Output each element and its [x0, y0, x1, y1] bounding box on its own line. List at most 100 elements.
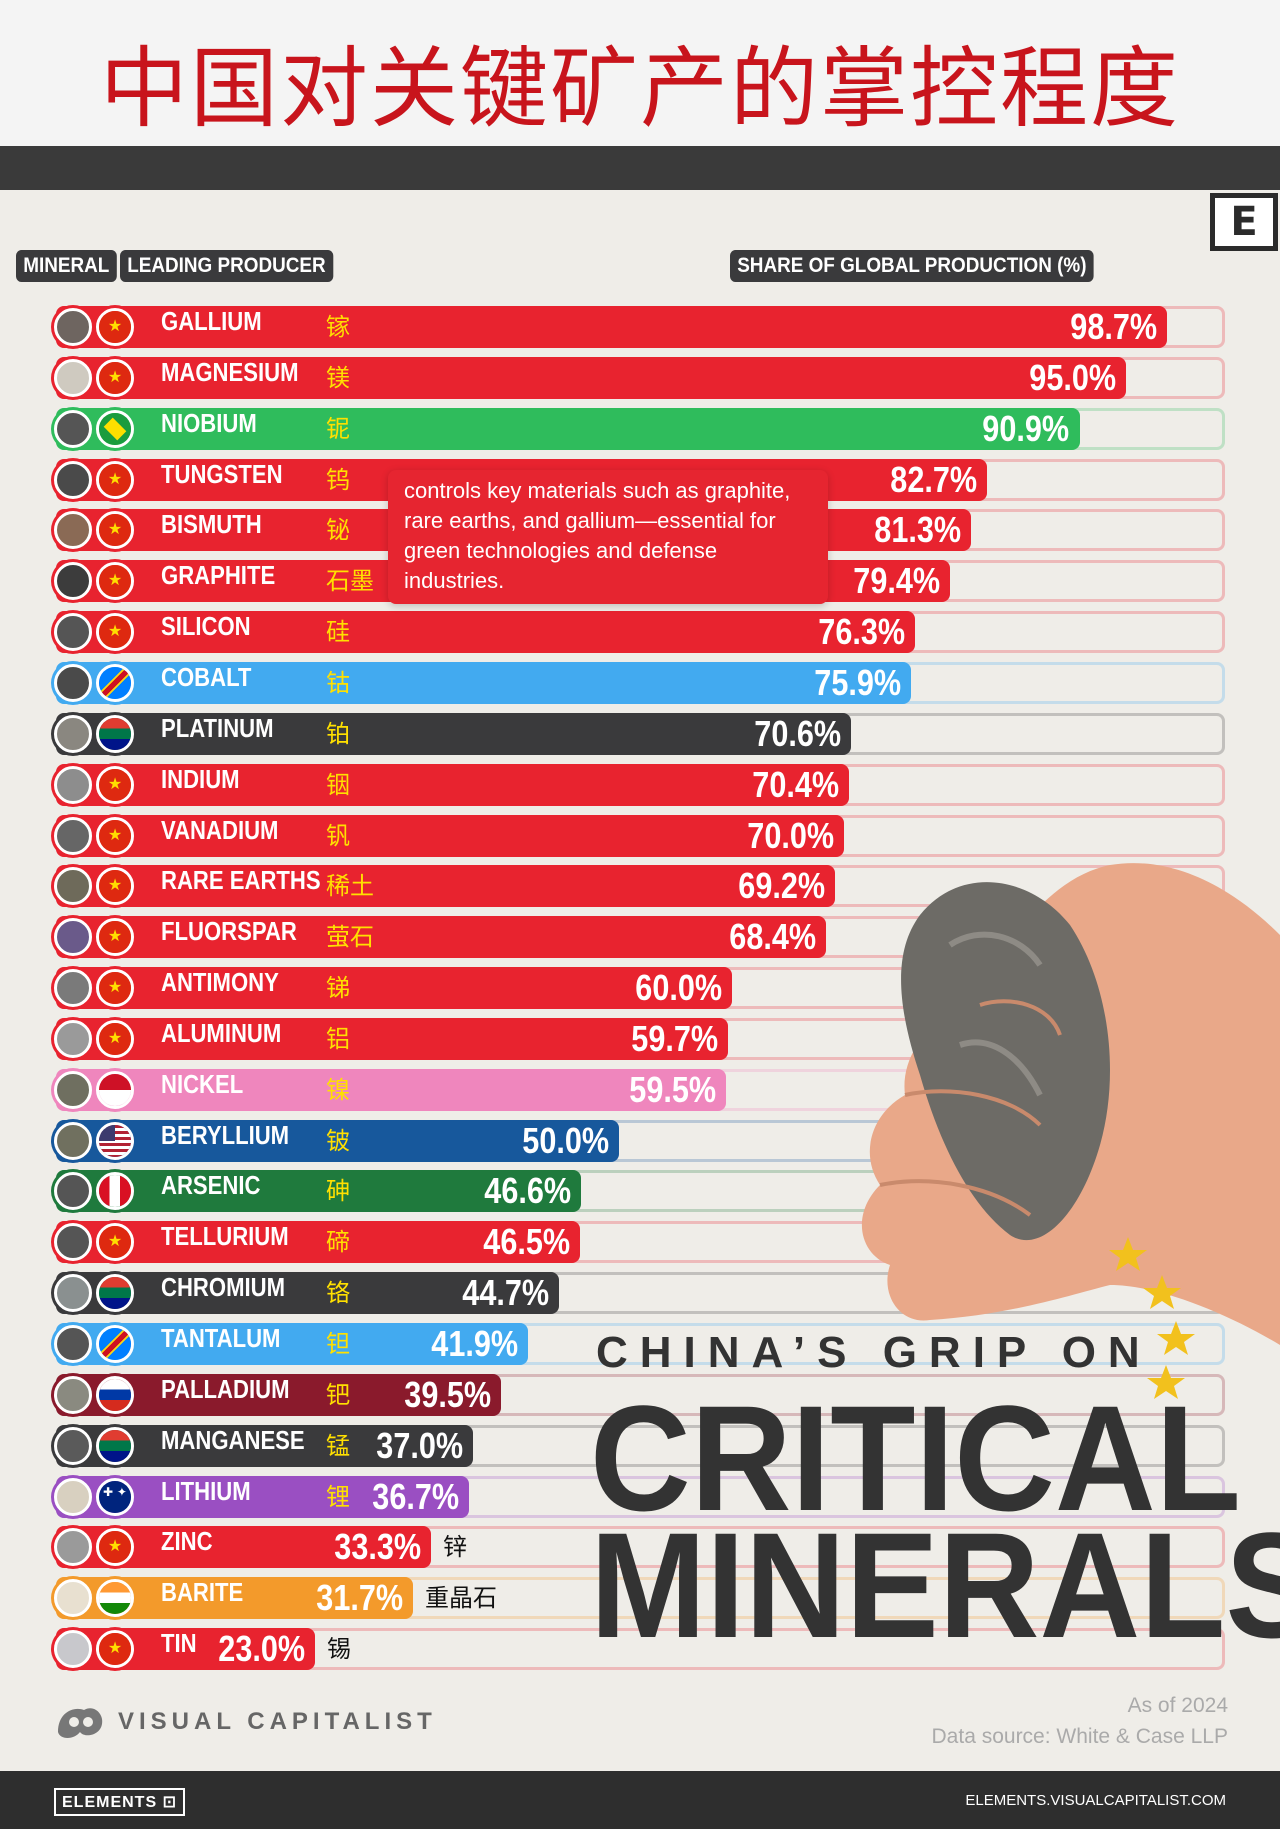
bar: 70.6% [56, 712, 851, 755]
bar: 50.0% [56, 1119, 619, 1162]
mineral-chinese-name: 铝 [326, 1024, 350, 1053]
china-flag-icon: ★ [96, 816, 134, 855]
mineral-name: RARE EARTHS [161, 865, 321, 896]
elements-label: ELEMENTS [62, 1794, 158, 1811]
value-label: 41.9% [431, 1323, 518, 1364]
elements-footer-logo: ELEMENTS ⊡ [54, 1788, 185, 1816]
mineral-sample-icon [54, 918, 92, 957]
bar: 46.5% [56, 1221, 580, 1264]
bar: 95.0% [56, 356, 1126, 399]
mineral-name: ZINC [161, 1526, 213, 1557]
mineral-sample-icon [54, 1121, 92, 1160]
page-title: 中国对关键矿产的掌控程度 [99, 37, 1180, 140]
mineral-chinese-name: 锡 [327, 1635, 351, 1664]
mineral-chinese-name: 镍 [326, 1075, 350, 1104]
vc-logo-icon [58, 1708, 103, 1738]
bar: 59.5% [56, 1068, 726, 1111]
mineral-name: GALLIUM [161, 306, 262, 336]
mineral-chinese-name: 碲 [326, 1228, 350, 1257]
elements-logo: E [1210, 193, 1278, 251]
usa-flag-icon [96, 1121, 134, 1160]
rock-icon [901, 882, 1110, 1241]
value-label: 44.7% [462, 1272, 550, 1314]
mineral-name: INDIUM [161, 763, 240, 794]
value-label: 69.2% [738, 865, 826, 907]
mineral-name: GRAPHITE [161, 560, 276, 591]
footer-url[interactable]: ELEMENTS.VISUALCAPITALIST.COM [965, 1792, 1226, 1809]
value-label: 33.3% [334, 1526, 421, 1568]
mineral-name: CHROMIUM [161, 1272, 285, 1303]
tooltip-overlay: controls key materials such as graphite,… [388, 470, 828, 604]
mineral-name: BARITE [161, 1577, 244, 1608]
value-label: 37.0% [375, 1424, 463, 1466]
mineral-sample-icon [54, 816, 92, 855]
value-label: 76.3% [818, 611, 906, 653]
south-africa-flag-icon [96, 1274, 134, 1313]
mineral-name: MANGANESE [161, 1424, 305, 1455]
mineral-chinese-name: 钴 [326, 668, 350, 697]
footer-bar [0, 1771, 1280, 1829]
title-band [0, 0, 1280, 146]
bar: 98.7% [56, 306, 1168, 348]
china-flag-icon: ★ [96, 765, 134, 804]
value-label: 23.0% [218, 1628, 305, 1670]
mineral-chinese-name: 镓 [326, 313, 350, 341]
mineral-chinese-name: 钯 [326, 1380, 350, 1409]
bar: 69.2% [56, 865, 836, 908]
mineral-name: MAGNESIUM [161, 356, 299, 387]
value-label: 70.0% [747, 814, 835, 856]
value-label: 98.7% [1070, 306, 1158, 347]
mineral-sample-icon [54, 1274, 92, 1313]
mineral-sample-icon [54, 308, 92, 346]
brand-name: VISUAL CAPITALIST [118, 1708, 437, 1735]
mineral-sample-icon [54, 1070, 92, 1109]
china-flag-icon: ★ [96, 1019, 134, 1058]
mineral-sample-icon [54, 1223, 92, 1262]
headline-line1: CHINA’S GRIP ON [596, 1328, 1152, 1377]
mineral-sample-icon [54, 1579, 92, 1618]
value-label: 59.5% [629, 1068, 716, 1110]
mineral-chinese-name: 铟 [326, 770, 350, 799]
mineral-chinese-name: 锑 [326, 974, 350, 1003]
mineral-sample-icon [54, 1426, 92, 1465]
mineral-name: BISMUTH [161, 509, 262, 540]
mineral-chinese-name: 镁 [326, 363, 350, 392]
mineral-chinese-name: 重晶石 [425, 1584, 497, 1613]
mineral-sample-icon [54, 409, 92, 448]
bar: 44.7% [56, 1272, 560, 1315]
mineral-name: PLATINUM [161, 712, 274, 743]
china-flag-icon: ★ [96, 1223, 134, 1262]
mineral-name: ARSENIC [161, 1170, 261, 1201]
headline-line3: MINERALS [590, 1501, 1280, 1669]
mineral-chinese-name: 硅 [326, 618, 350, 647]
stars-icon [1109, 1237, 1195, 1399]
mineral-sample-icon [54, 1630, 92, 1669]
india-flag-icon [96, 1579, 134, 1618]
china-flag-icon: ★ [96, 511, 134, 550]
mineral-chinese-name: 铋 [326, 516, 350, 545]
mineral-name: ANTIMONY [161, 967, 279, 998]
china-flag-icon: ★ [96, 460, 134, 499]
mineral-name: NICKEL [161, 1068, 244, 1099]
share-header: SHARE OF GLOBAL PRODUCTION (%) [730, 250, 1094, 282]
data-source: Data source: White & Case LLP [931, 1725, 1228, 1748]
mineral-chinese-name: 铍 [326, 1126, 350, 1155]
mineral-sample-icon [54, 511, 92, 550]
visual-capitalist-logo: VISUAL CAPITALIST [54, 1702, 437, 1742]
china-flag-icon: ★ [96, 562, 134, 601]
mineral-chinese-name: 砷 [326, 1177, 350, 1206]
value-label: 75.9% [813, 661, 901, 703]
mineral-name: TELLURIUM [161, 1221, 289, 1252]
value-label: 36.7% [372, 1475, 460, 1517]
mineral-name: NIOBIUM [161, 407, 257, 438]
mineral-sample-icon [54, 867, 92, 906]
mineral-name: SILICON [161, 611, 251, 642]
mineral-name: LITHIUM [161, 1475, 251, 1506]
australia-flag-icon: ✚ ✦ [96, 1477, 134, 1516]
mineral-chinese-name: 钒 [326, 821, 350, 850]
bar: 46.6% [56, 1170, 581, 1213]
mineral-chinese-name: 稀土 [326, 872, 374, 901]
china-flag-icon: ★ [96, 613, 134, 652]
mineral-sample-icon [54, 714, 92, 753]
value-label: 90.9% [982, 407, 1070, 449]
